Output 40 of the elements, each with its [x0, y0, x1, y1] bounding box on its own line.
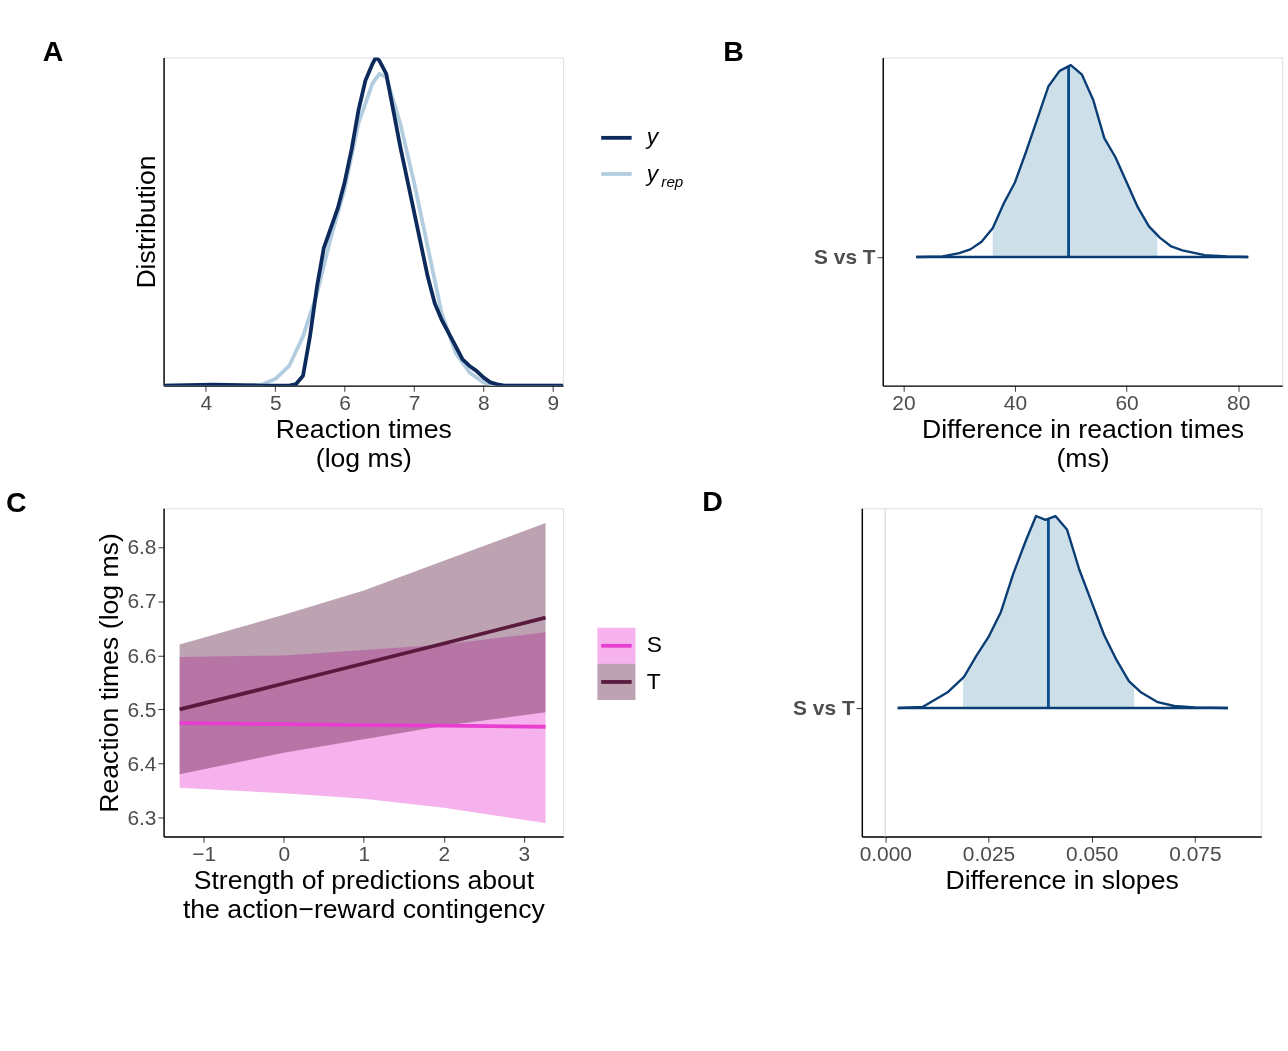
x-tick-label: 5	[269, 390, 282, 414]
x-tick-label: 0.075	[1169, 841, 1222, 865]
text: S vs T	[793, 696, 855, 720]
x-tick-label: 20	[892, 390, 916, 414]
x-tick-label: 1	[358, 841, 371, 865]
y-tick-label: 6.5	[127, 697, 157, 721]
x-tick-label: 4	[200, 390, 213, 414]
y-axis-title: Distribution	[130, 155, 161, 289]
x-tick-label: 6	[339, 390, 351, 414]
text: S vs T	[814, 245, 876, 269]
chart-title: D	[702, 485, 723, 518]
x-tick-label: 0.025	[962, 841, 1016, 865]
x-tick-label: 3	[518, 841, 531, 865]
legend-label: S	[646, 631, 663, 658]
x-axis-title: Reaction times (log ms)	[275, 414, 452, 473]
legend-label: T	[646, 667, 661, 694]
x-tick-label: 7	[408, 390, 421, 414]
legend-label: y	[644, 123, 660, 150]
chart-title: A	[42, 35, 64, 68]
x-tick-label: 60	[1115, 390, 1139, 414]
chart-title: C	[6, 486, 27, 519]
y-axis-title: Reaction times (log ms)	[93, 533, 124, 813]
y-tick-label: 6.7	[127, 589, 157, 613]
x-tick-label: 0.000	[859, 841, 912, 865]
x-axis-title: Difference in reaction times (ms)	[921, 414, 1245, 473]
x-axis-title: Difference in slopes	[945, 865, 1179, 896]
y-tick-label: 6.4	[127, 751, 157, 775]
x-tick-label: 8	[478, 390, 490, 414]
x-tick-label: 2	[438, 841, 451, 865]
x-tick-label: 80	[1227, 390, 1251, 414]
x-axis-title: Strength of predictions about the action−reward contingency	[182, 865, 546, 924]
y-tick-label: 6.6	[127, 643, 157, 667]
x-tick-label: 40	[1003, 390, 1028, 414]
x-tick-label: 0.050	[1066, 841, 1119, 865]
y-tick-label: 6.3	[127, 805, 157, 829]
x-tick-label: 0	[278, 841, 291, 865]
chart-title: B	[723, 35, 744, 68]
x-tick-label: 9	[547, 390, 560, 414]
x-tick-label: −1	[192, 841, 217, 865]
y-tick-label: 6.8	[127, 535, 157, 559]
